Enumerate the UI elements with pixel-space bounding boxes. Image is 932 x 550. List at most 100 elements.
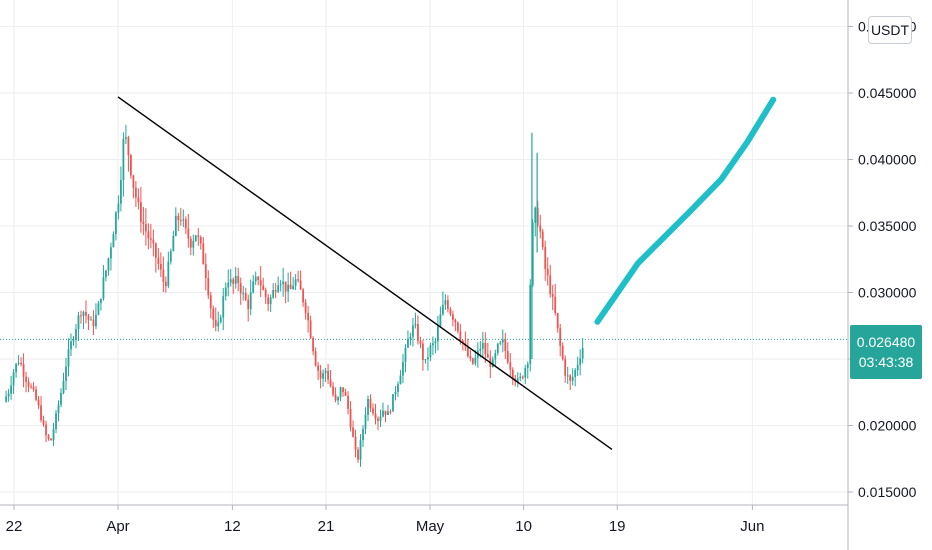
candle-body [429,345,432,358]
candle-body [177,215,180,221]
candle-body [25,376,27,382]
candle-body [484,342,487,355]
candle-body [219,317,222,322]
candle-body [67,349,70,367]
candle-body [154,243,157,258]
candle-body [209,295,212,309]
candle-body [264,289,267,298]
candle-body [80,315,82,317]
candle-body [85,312,87,316]
candle-body [82,312,85,317]
candle-body [252,281,255,293]
candle-body [337,397,339,401]
candle-body [501,339,504,343]
candle-body [72,339,75,342]
candle-body [496,343,499,354]
candle-body [317,365,319,371]
candle-body [466,346,469,357]
candle-body [327,370,329,380]
candle-body [404,347,407,363]
candle-body [439,314,442,327]
candle-body [125,137,127,139]
candle-body [262,285,265,290]
candle-body [87,315,90,320]
candle-body [120,179,122,204]
candle-body [257,276,260,281]
candle-body [437,326,439,342]
candle-body [491,359,494,367]
candle-body [424,359,427,361]
time-tick-label: 22 [6,518,23,535]
candle-body [75,329,77,340]
candle-body [182,219,185,221]
projection-drawing[interactable] [594,96,777,325]
price-tick-label: 0.030000 [858,285,917,301]
candle-body [407,339,409,348]
candle-body [384,410,387,415]
candle-body [446,300,449,310]
time-tick-label: 12 [224,518,241,535]
candle-body [322,373,324,379]
time-axis[interactable]: 22 Apr 12 21 May 10 19 Jun [6,505,765,535]
time-tick-label: 19 [609,518,626,535]
candle-body [139,202,142,222]
candle-body [232,279,235,284]
candle-body [267,297,270,305]
trendline-drawing[interactable] [117,96,613,451]
candle-body [499,342,502,344]
candle-body [566,375,569,377]
candle-body [571,377,574,381]
candle-body [367,398,369,415]
candle-body [192,240,195,248]
candle-body [7,393,10,397]
candle-body [412,325,414,337]
candle-body [167,261,170,287]
candle-body [122,138,125,180]
candle-body [27,381,30,387]
candle-body [259,280,262,286]
candle-body [249,292,252,310]
candle-body [112,234,115,248]
candle-body [559,328,562,346]
candle-body [224,287,227,297]
candle-body [132,175,135,188]
candle-body [274,290,277,292]
last-price-tag: 0.026480 03:43:38 [850,325,922,379]
currency-badge[interactable]: USDT [868,16,912,44]
candle-body [52,429,55,441]
candle-body [134,187,137,198]
candle-body [152,239,155,244]
candle-body [237,275,240,284]
candle-body [292,285,295,289]
candle-body [137,197,140,203]
candle-body [551,293,554,297]
candle-body [549,275,552,294]
candle-body [70,341,72,350]
last-price-label: 0.026480 [856,334,916,350]
candle-body [244,293,247,300]
candle-body [506,350,509,363]
candle-body [531,222,534,285]
candle-body [110,247,112,259]
candle-body [77,315,80,330]
candle-body [95,314,97,327]
candle-body [422,343,424,361]
candle-body [319,370,322,379]
candle-body [164,281,167,287]
candle-body [394,392,397,395]
candle-body [144,224,147,232]
candle-body [294,279,297,286]
candle-body [494,353,497,360]
candle-body [247,299,250,310]
candle-body [227,282,230,288]
candle-body [364,414,367,429]
candle-body [352,427,354,437]
candle-body [479,348,482,351]
time-tick-label: May [416,518,445,535]
candle-body [392,394,394,412]
candle-body [50,438,52,441]
candle-body [179,220,182,222]
candle-body [554,296,557,314]
price-axis[interactable]: 0.0150000.0200000.0250000.0300000.035000… [848,19,917,501]
